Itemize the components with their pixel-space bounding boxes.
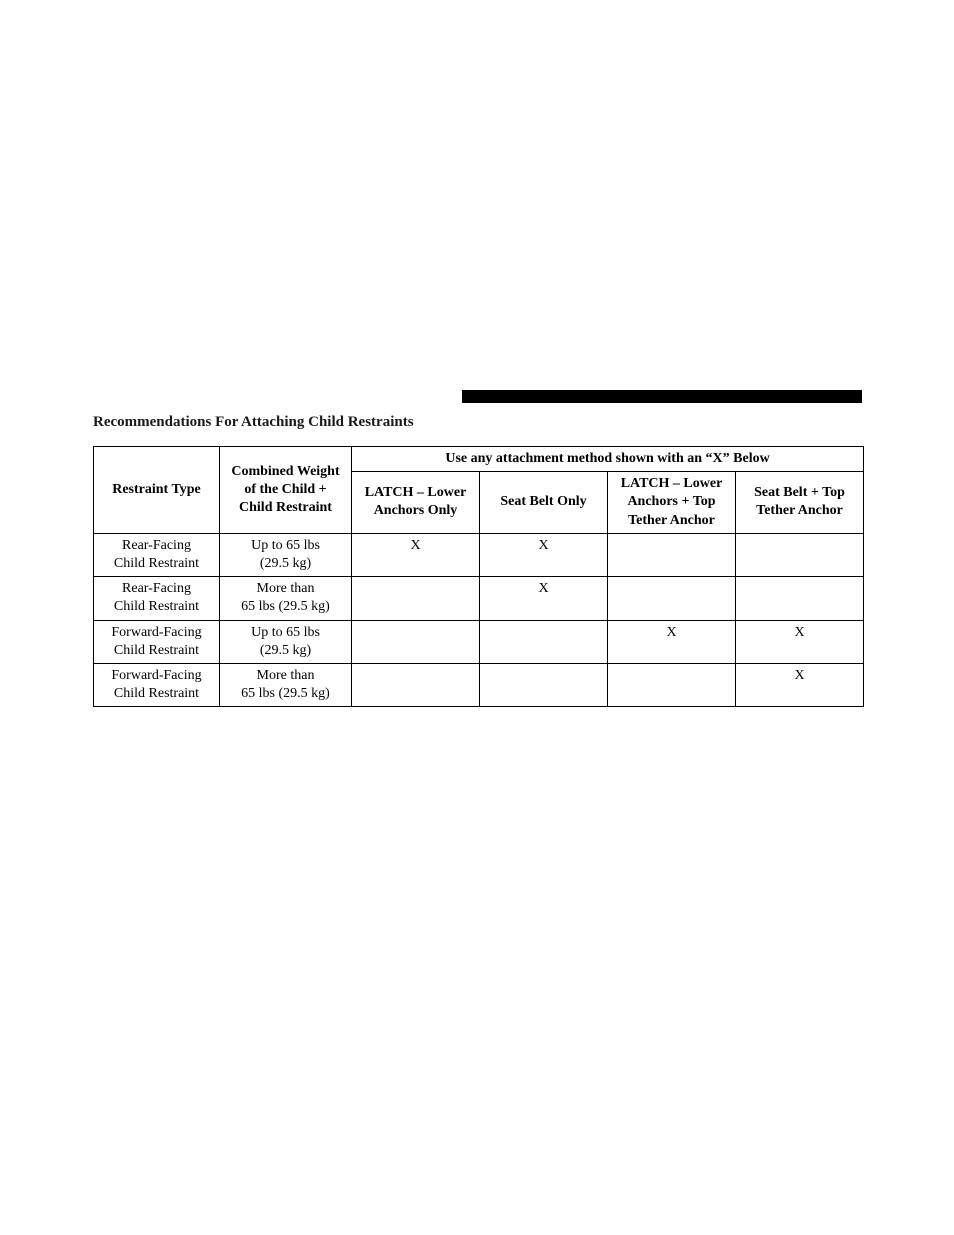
cell-latch-lower — [352, 663, 480, 706]
cell-seat-belt-top: X — [736, 663, 864, 706]
cell-latch-lower — [352, 620, 480, 663]
cell-latch-lower — [352, 577, 480, 620]
cell-latch-top — [608, 533, 736, 576]
table-row: Forward-Facing Child Restraint Up to 65 … — [94, 620, 864, 663]
cell-restraint-type: Forward-Facing Child Restraint — [94, 620, 220, 663]
cell-seat-belt-top — [736, 533, 864, 576]
cell-line: 65 lbs (29.5 kg) — [226, 685, 345, 703]
th-span-header: Use any attachment method shown with an … — [352, 447, 864, 472]
table: Restraint Type Combined Weight of the Ch… — [93, 446, 864, 707]
cell-line: Forward-Facing — [100, 624, 213, 642]
cell-line: 65 lbs (29.5 kg) — [226, 598, 345, 616]
th-seat-belt-only: Seat Belt Only — [480, 472, 608, 534]
cell-latch-top — [608, 577, 736, 620]
table-header-row-1: Restraint Type Combined Weight of the Ch… — [94, 447, 864, 472]
cell-latch-lower: X — [352, 533, 480, 576]
th-combined-weight: Combined Weight of the Child + Child Res… — [220, 447, 352, 534]
cell-restraint-type: Rear-Facing Child Restraint — [94, 533, 220, 576]
cell-restraint-type: Rear-Facing Child Restraint — [94, 577, 220, 620]
cell-line: Rear-Facing — [100, 580, 213, 598]
cell-line: Child Restraint — [100, 642, 213, 660]
cell-seat-belt-top — [736, 577, 864, 620]
th-seat-belt-top: Seat Belt + Top Tether Anchor — [736, 472, 864, 534]
table-row: Forward-Facing Child Restraint More than… — [94, 663, 864, 706]
cell-seat-belt-only: X — [480, 533, 608, 576]
cell-seat-belt-only: X — [480, 577, 608, 620]
cell-seat-belt-top: X — [736, 620, 864, 663]
table-row: Rear-Facing Child Restraint Up to 65 lbs… — [94, 533, 864, 576]
header-divider-bar — [462, 390, 862, 403]
cell-line: Child Restraint — [100, 555, 213, 573]
cell-line: Child Restraint — [100, 598, 213, 616]
th-latch-lower: LATCH – Lower Anchors Only — [352, 472, 480, 534]
cell-line: Rear-Facing — [100, 537, 213, 555]
cell-line: Child Restraint — [100, 685, 213, 703]
cell-seat-belt-only — [480, 663, 608, 706]
cell-line: More than — [226, 667, 345, 685]
cell-weight: Up to 65 lbs (29.5 kg) — [220, 533, 352, 576]
cell-weight: Up to 65 lbs (29.5 kg) — [220, 620, 352, 663]
th-latch-top: LATCH – Lower Anchors + Top Tether Ancho… — [608, 472, 736, 534]
cell-weight: More than 65 lbs (29.5 kg) — [220, 663, 352, 706]
section-heading: Recommendations For Attaching Child Rest… — [93, 414, 414, 431]
child-restraint-table: Restraint Type Combined Weight of the Ch… — [93, 446, 862, 707]
cell-line: More than — [226, 580, 345, 598]
cell-line: Up to 65 lbs — [226, 624, 345, 642]
cell-line: Forward-Facing — [100, 667, 213, 685]
cell-restraint-type: Forward-Facing Child Restraint — [94, 663, 220, 706]
cell-latch-top: X — [608, 620, 736, 663]
cell-line: Up to 65 lbs — [226, 537, 345, 555]
cell-seat-belt-only — [480, 620, 608, 663]
table-row: Rear-Facing Child Restraint More than 65… — [94, 577, 864, 620]
th-restraint-type: Restraint Type — [94, 447, 220, 534]
cell-line: (29.5 kg) — [226, 642, 345, 660]
cell-line: (29.5 kg) — [226, 555, 345, 573]
cell-latch-top — [608, 663, 736, 706]
cell-weight: More than 65 lbs (29.5 kg) — [220, 577, 352, 620]
